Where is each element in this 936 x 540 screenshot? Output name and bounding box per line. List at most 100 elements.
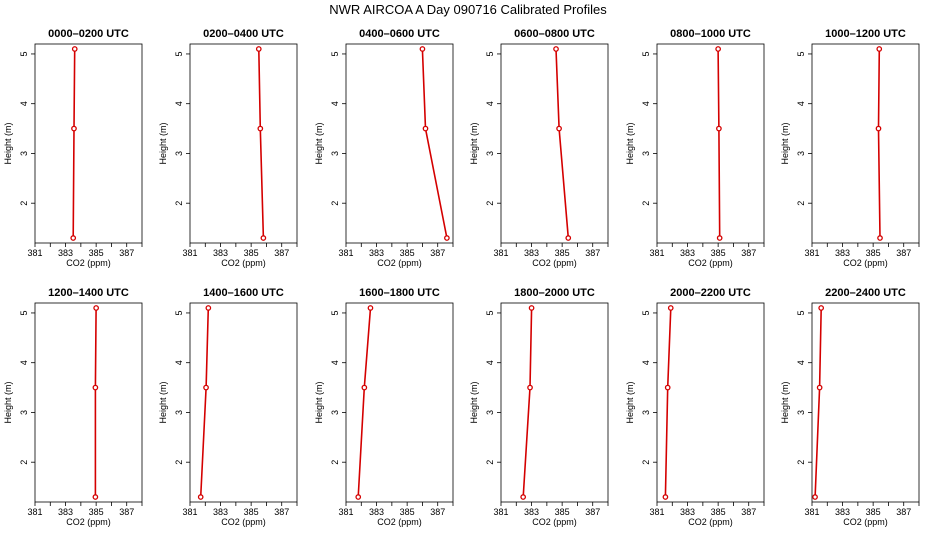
y-axis-label: Height (m) (780, 122, 790, 164)
data-point (877, 235, 883, 241)
x-tick-label: 385 (555, 248, 570, 258)
x-tick-label: 383 (835, 248, 850, 258)
data-point (71, 125, 77, 132)
panel-title: 1200–1400 UTC (48, 287, 129, 299)
profile-panel-12: 2200–2400 UTC 381 383 385 387 2 3 4 5 CO2 (ppm) He… (780, 287, 920, 527)
y-tick-label: 3 (796, 410, 806, 415)
x-tick-label: 381 (182, 507, 197, 517)
data-point (355, 494, 362, 500)
y-tick-label: 5 (796, 51, 806, 56)
y-tick-label: 2 (641, 460, 651, 465)
y-tick-label: 3 (174, 410, 184, 415)
y-tick-label: 4 (19, 360, 29, 365)
data-point (419, 46, 426, 52)
x-tick-label: 387 (119, 248, 134, 258)
y-axis-label: Height (m) (469, 381, 479, 423)
y-tick-label: 4 (19, 101, 29, 106)
x-tick-label: 385 (89, 248, 104, 258)
data-point (553, 46, 559, 52)
profile-line (814, 307, 822, 498)
x-tick-label: 383 (680, 248, 695, 258)
profile-line (421, 48, 448, 239)
data-point (875, 125, 882, 132)
x-tick-label: 387 (896, 248, 911, 258)
y-tick-label: 3 (330, 151, 340, 156)
panel-title: 0000–0200 UTC (48, 28, 129, 40)
x-tick-label: 383 (213, 507, 228, 517)
data-point (444, 235, 450, 241)
plot-frame (811, 43, 920, 244)
profile-panel-9: 1600–1800 UTC 381 383 385 387 2 3 4 5 CO2 (ppm) He… (314, 287, 454, 527)
x-tick-label: 383 (58, 248, 73, 258)
y-axis-label: Height (m) (158, 122, 168, 164)
data-point (92, 384, 99, 391)
x-tick-label: 381 (804, 248, 819, 258)
figure-title: NWR AIRCOA A Day 090716 Calibrated Profi… (329, 2, 607, 17)
data-point (520, 494, 527, 500)
data-point (876, 46, 883, 52)
profile-panel-11: 2000–2200 UTC 381 383 385 387 2 3 4 5 CO2 (ppm) He… (625, 287, 765, 527)
profile-line (258, 48, 265, 239)
plot-frame (656, 43, 765, 244)
x-tick-label: 385 (866, 248, 881, 258)
x-tick-label: 387 (741, 507, 756, 517)
y-tick-label: 2 (485, 460, 495, 465)
x-tick-label: 385 (89, 507, 104, 517)
data-point (70, 235, 77, 241)
data-point (92, 494, 99, 500)
x-axis-label: CO2 (ppm) (377, 517, 422, 527)
data-point (812, 494, 818, 500)
y-tick-label: 5 (19, 51, 29, 56)
panel-title: 0800–1000 UTC (670, 28, 751, 40)
profile-panel-7: 1200–1400 UTC 381 383 385 387 2 3 4 5 CO2 (ppm) He… (3, 287, 143, 527)
y-tick-label: 3 (485, 410, 495, 415)
x-tick-label: 383 (369, 248, 384, 258)
x-tick-label: 383 (680, 507, 695, 517)
data-point (528, 305, 535, 311)
y-tick-label: 4 (174, 360, 184, 365)
x-tick-label: 383 (213, 248, 228, 258)
y-tick-label: 5 (19, 310, 29, 315)
data-point (361, 384, 368, 391)
x-tick-label: 387 (896, 507, 911, 517)
y-tick-label: 4 (330, 360, 340, 365)
y-tick-label: 2 (641, 201, 651, 206)
profile-line (357, 307, 372, 498)
x-tick-label: 381 (338, 507, 353, 517)
plot-frame (500, 43, 609, 244)
data-point (71, 46, 78, 52)
y-tick-label: 5 (174, 51, 184, 56)
data-point (93, 305, 99, 311)
x-tick-label: 381 (649, 248, 664, 258)
x-tick-label: 383 (524, 248, 539, 258)
x-tick-label: 383 (369, 507, 384, 517)
y-tick-label: 3 (641, 410, 651, 415)
data-point (667, 305, 674, 311)
y-tick-label: 3 (330, 410, 340, 415)
y-tick-label: 2 (19, 201, 29, 206)
x-tick-label: 387 (585, 248, 600, 258)
profile-panel-4: 0600–0800 UTC 381 383 385 387 2 3 4 5 CO2 (ppm) He… (469, 28, 609, 268)
data-point (565, 235, 572, 241)
profile-line (522, 307, 533, 498)
x-tick-label: 387 (585, 507, 600, 517)
profile-panel-1: 0000–0200 UTC 381 383 385 387 2 3 4 5 CO2 (ppm) He… (3, 28, 143, 268)
profile-panel-5: 0800–1000 UTC 381 383 385 387 2 3 4 5 CO2 (ppm) He… (625, 28, 765, 268)
y-tick-label: 5 (485, 51, 495, 56)
data-point (255, 46, 262, 52)
plot-frame (34, 43, 143, 244)
panel-title: 0400–0600 UTC (359, 28, 440, 40)
x-tick-label: 387 (274, 507, 289, 517)
profile-panels: 0000–0200 UTC 381 383 385 387 2 3 4 5 CO2 (ppm) He… (3, 28, 920, 527)
x-tick-label: 385 (711, 248, 726, 258)
y-axis-label: Height (m) (3, 122, 13, 164)
x-tick-label: 381 (182, 248, 197, 258)
profile-panel-6: 1000–1200 UTC 381 383 385 387 2 3 4 5 CO2 (ppm) He… (780, 28, 920, 268)
y-axis-label: Height (m) (158, 381, 168, 423)
y-tick-label: 4 (485, 360, 495, 365)
x-tick-label: 387 (119, 507, 134, 517)
data-point (715, 46, 721, 52)
y-tick-label: 5 (796, 310, 806, 315)
y-tick-label: 4 (796, 360, 806, 365)
y-tick-label: 3 (174, 151, 184, 156)
